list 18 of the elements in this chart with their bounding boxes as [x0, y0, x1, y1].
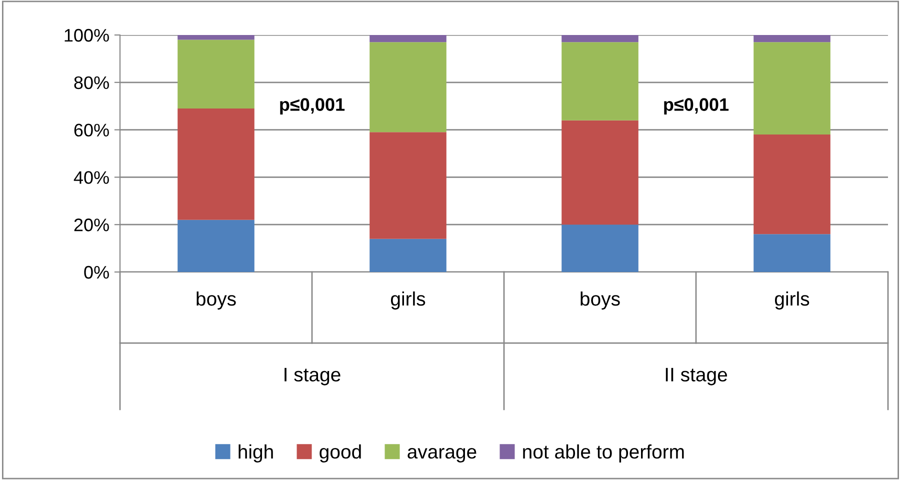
y-tick-label: 20% — [74, 218, 109, 232]
annotation: p≤0,001 — [280, 98, 345, 115]
x-tick-label: girls — [390, 291, 426, 310]
legend-label: good — [320, 444, 361, 462]
text: I stage — [284, 368, 340, 386]
annotation: p≤0,001 — [664, 98, 729, 115]
y-tick-label: 0% — [84, 266, 109, 279]
legend-label: high — [238, 444, 273, 462]
x-tick-label: boys — [196, 291, 236, 310]
legend-label: avarage — [408, 448, 476, 462]
y-tick-label: 40% — [74, 171, 109, 184]
x-tick-label: boys — [580, 291, 620, 310]
y-tick-label: 100% — [64, 28, 109, 42]
text: II stage — [666, 368, 728, 386]
x-tick-label: girls — [774, 291, 810, 310]
legend-label: not able to perform — [523, 444, 684, 462]
y-tick-label: 80% — [74, 76, 109, 90]
y-tick-label: 60% — [74, 124, 109, 137]
